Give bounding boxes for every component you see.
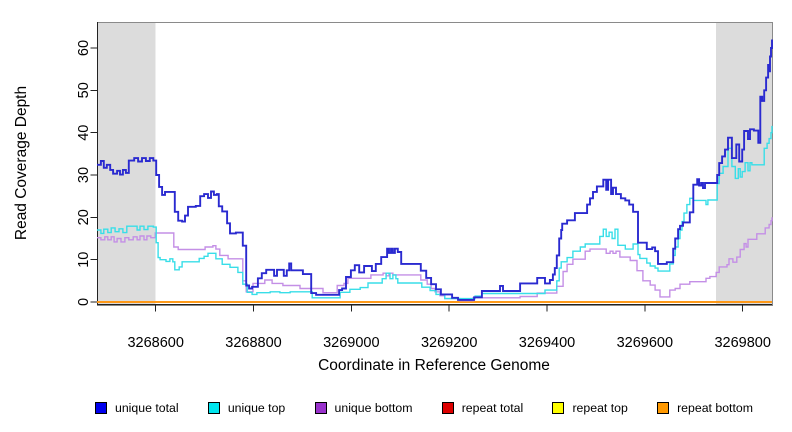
- y-axis-tick-label: 20: [76, 209, 92, 225]
- x-axis-tick-label: 3268600: [127, 335, 183, 351]
- y-axis-tick-label: 10: [76, 252, 92, 268]
- y-axis-tick-label: 30: [76, 167, 92, 183]
- legend-label-repeat-bottom: repeat bottom: [677, 401, 753, 415]
- y-axis-tick-label: 40: [76, 125, 92, 141]
- series-line-unique-top: [97, 125, 773, 300]
- shaded-region: [97, 22, 156, 305]
- legend-item-unique-total: unique total: [95, 401, 179, 415]
- legend-swatch-repeat-total: [441, 402, 454, 414]
- legend-swatch-repeat-top: [552, 402, 565, 414]
- y-axis-tick-label: 50: [76, 82, 92, 98]
- legend-item-repeat-top: repeat top: [552, 401, 628, 415]
- x-axis-tick-label: 3269400: [519, 335, 575, 351]
- legend-swatch-unique-bottom: [314, 402, 327, 414]
- legend-item-repeat-total: repeat total: [441, 401, 524, 415]
- legend-label-repeat-total: repeat total: [461, 401, 524, 415]
- series-line-unique-total: [97, 39, 773, 301]
- legend-label-unique-bottom: unique bottom: [334, 401, 413, 415]
- legend: unique total unique top unique bottom repea…: [95, 401, 753, 415]
- legend-swatch-repeat-bottom: [657, 402, 670, 414]
- x-axis-tick-label: 3269600: [617, 335, 673, 351]
- y-axis-tick-label: 0: [76, 298, 92, 306]
- plot-svg: 3268600 3268800 3269000 3269200 3269400 32696…: [76, 22, 773, 351]
- legend-label-repeat-top: repeat top: [572, 401, 628, 415]
- x-axis-tick-label: 3269800: [714, 335, 770, 351]
- legend-swatch-unique-top: [207, 402, 220, 414]
- x-axis-tick-label: 3269000: [323, 335, 379, 351]
- shaded-region: [715, 22, 773, 305]
- y-axis-tick-label: 60: [76, 40, 92, 56]
- legend-label-unique-top: unique top: [227, 401, 286, 415]
- legend-swatch-unique-total: [95, 402, 107, 414]
- x-axis-tick-label: 3268800: [225, 335, 281, 351]
- y-axis-title: Read Coverage Depth: [13, 85, 30, 241]
- legend-item-unique-bottom: unique bottom: [314, 401, 413, 415]
- x-axis-tick-label: 3269200: [421, 335, 477, 351]
- series-line-unique-bottom: [97, 217, 773, 302]
- legend-label-unique-total: unique total: [115, 401, 179, 415]
- legend-item-unique-top: unique top: [207, 401, 286, 415]
- x-axis-title: Coordinate in Reference Genome: [318, 357, 550, 374]
- legend-item-repeat-bottom: repeat bottom: [657, 401, 753, 415]
